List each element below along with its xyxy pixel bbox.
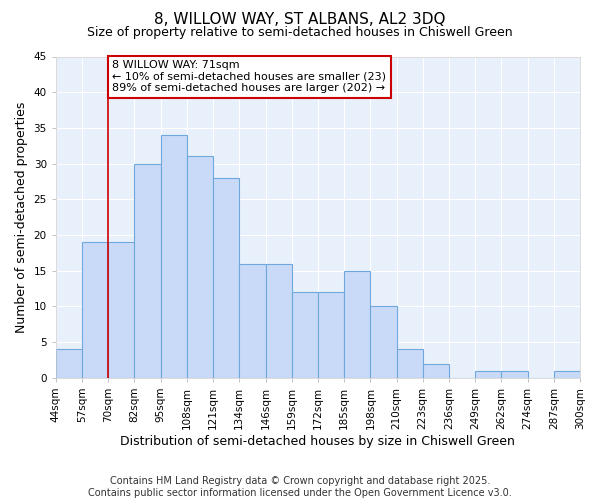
Bar [56, 349, 82, 378]
Bar [502, 370, 527, 378]
Bar [292, 292, 318, 378]
Bar [134, 164, 161, 378]
Bar [213, 178, 239, 378]
Text: 8, WILLOW WAY, ST ALBANS, AL2 3DQ: 8, WILLOW WAY, ST ALBANS, AL2 3DQ [154, 12, 446, 28]
Y-axis label: Number of semi-detached properties: Number of semi-detached properties [15, 102, 28, 333]
Bar [239, 264, 265, 378]
Bar [397, 349, 423, 378]
Bar [108, 242, 134, 378]
Text: Size of property relative to semi-detached houses in Chiswell Green: Size of property relative to semi-detach… [87, 26, 513, 39]
Bar [82, 242, 108, 378]
Bar [554, 370, 580, 378]
Text: Contains HM Land Registry data © Crown copyright and database right 2025.
Contai: Contains HM Land Registry data © Crown c… [88, 476, 512, 498]
Bar [265, 264, 292, 378]
Bar [475, 370, 502, 378]
Bar [161, 135, 187, 378]
Text: 8 WILLOW WAY: 71sqm
← 10% of semi-detached houses are smaller (23)
89% of semi-d: 8 WILLOW WAY: 71sqm ← 10% of semi-detach… [112, 60, 386, 94]
Bar [344, 270, 370, 378]
Bar [318, 292, 344, 378]
Bar [187, 156, 213, 378]
Bar [370, 306, 397, 378]
X-axis label: Distribution of semi-detached houses by size in Chiswell Green: Distribution of semi-detached houses by … [121, 434, 515, 448]
Bar [423, 364, 449, 378]
